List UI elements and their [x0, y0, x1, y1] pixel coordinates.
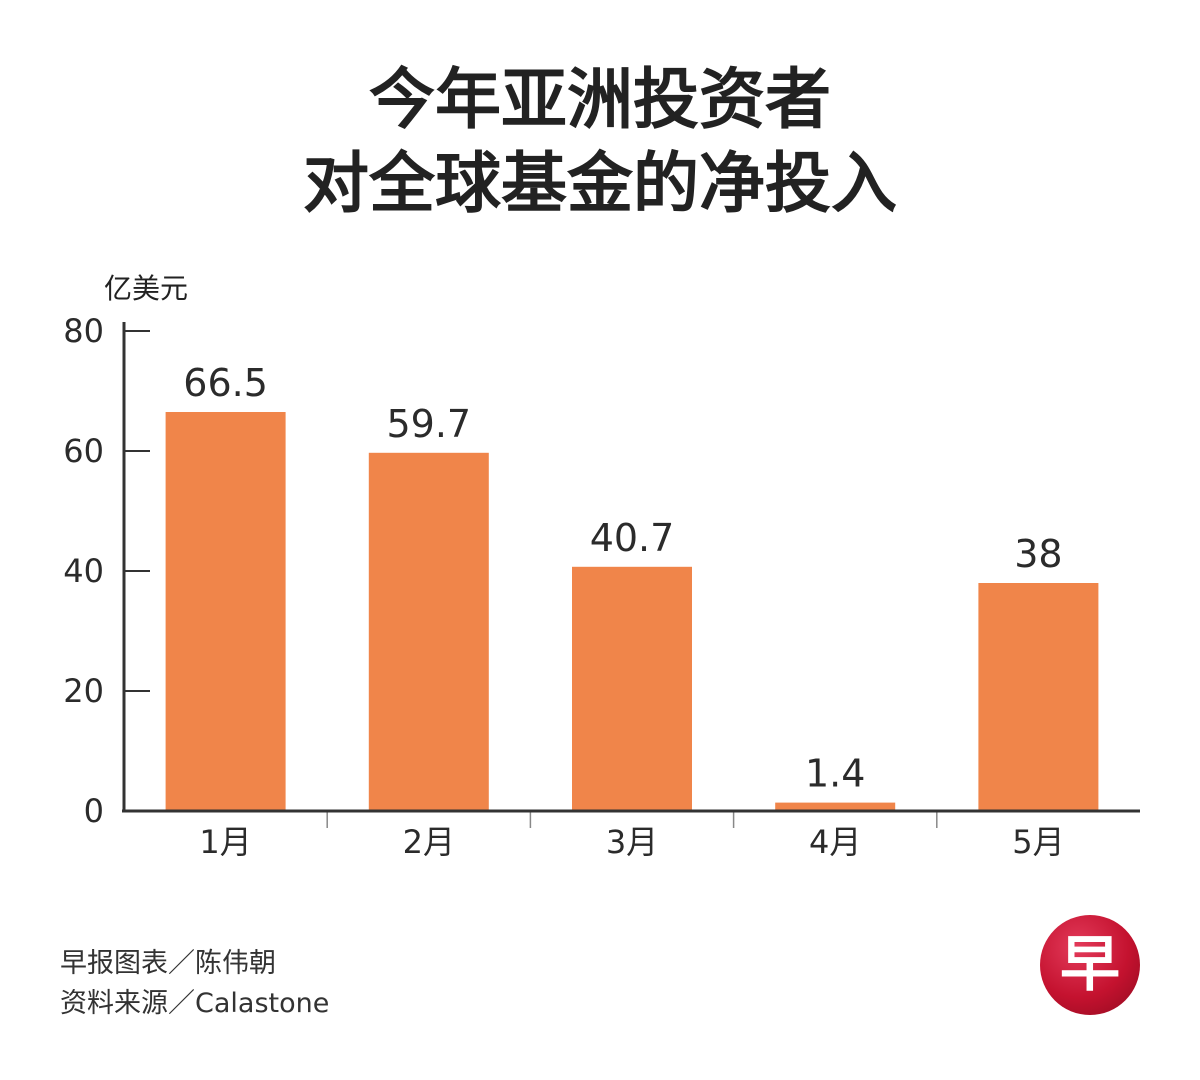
- x-tick-label: 1月: [199, 823, 251, 861]
- y-tick-label: 20: [63, 672, 104, 710]
- y-tick-label: 60: [63, 432, 104, 470]
- chart-title-line-2: 对全球基金的净投入: [303, 145, 897, 222]
- footer-credit: 早报图表／陈伟朝: [60, 948, 276, 979]
- bar: [165, 412, 286, 811]
- footer-source: 资料来源／Calastone: [60, 988, 330, 1019]
- y-tick-label: 0: [84, 792, 104, 830]
- data-label: 1.4: [805, 752, 865, 796]
- y-tick-label: 80: [63, 312, 104, 350]
- x-tick-label: 4月: [809, 823, 861, 861]
- data-label: 66.5: [183, 361, 268, 405]
- bar-chart: 亿美元 0 20 40 60 80 66.5 1月 59.7 2月 40.7 3月 1.4 4月 38 5月: [63, 272, 1140, 861]
- bar: [572, 566, 692, 811]
- bar: [368, 452, 489, 811]
- chart-title-line-1: 今年亚洲投资者: [369, 61, 831, 138]
- x-tick-label: 3月: [606, 823, 658, 861]
- y-tick-label: 40: [63, 552, 104, 590]
- y-axis-unit-label: 亿美元: [104, 272, 188, 305]
- x-tick-label: 5月: [1012, 823, 1064, 861]
- bar: [775, 802, 896, 811]
- bar: [978, 583, 1099, 811]
- zaobao-logo: 早: [1040, 915, 1140, 1015]
- chart-title: 今年亚洲投资者 对全球基金的净投入: [0, 58, 1200, 226]
- logo-glyph: 早: [1060, 930, 1120, 1000]
- data-label: 59.7: [386, 402, 471, 446]
- data-label: 38: [1014, 532, 1062, 576]
- footer: 早报图表／陈伟朝 资料来源／Calastone: [60, 944, 329, 1024]
- data-label: 40.7: [590, 516, 675, 560]
- x-tick-label: 2月: [403, 823, 455, 861]
